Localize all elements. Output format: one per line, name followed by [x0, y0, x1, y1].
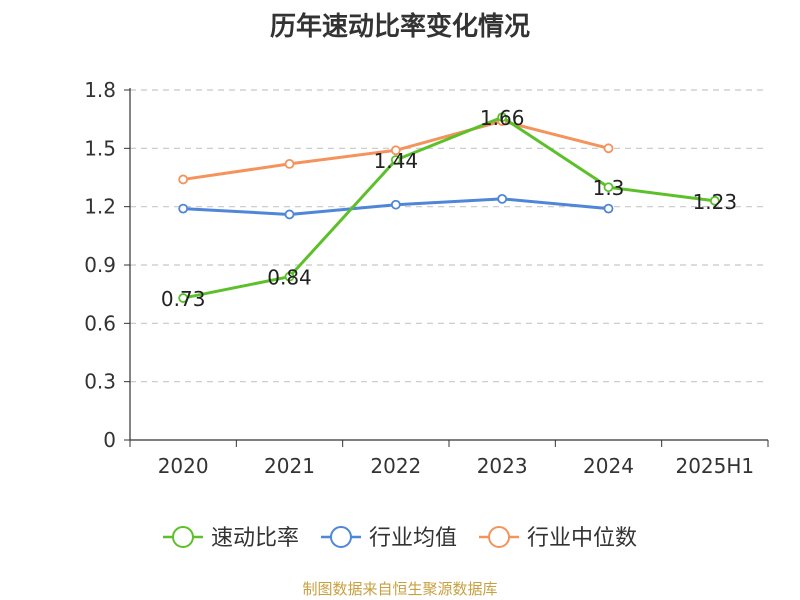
- legend-item[interactable]: 行业均值: [320, 526, 457, 551]
- data-point: [497, 112, 508, 123]
- data-point: [497, 193, 508, 204]
- chart-title: 历年速动比率变化情况: [269, 12, 530, 42]
- data-label: 1.23: [693, 190, 738, 214]
- data-label: 1.44: [374, 149, 419, 173]
- data-point: [284, 209, 295, 220]
- legend-label: 行业中位数: [527, 526, 637, 551]
- legend-marker-icon: [171, 526, 194, 548]
- data-point: [390, 155, 401, 165]
- x-tick-label: 2025H1: [675, 454, 754, 478]
- legend-item[interactable]: 速动比率: [162, 526, 299, 551]
- x-tick-label: 2024: [583, 454, 634, 478]
- data-point: [390, 199, 401, 210]
- x-tick-label: 2020: [158, 454, 209, 478]
- y-tick-label: 1.5: [84, 136, 116, 160]
- data-point: [178, 174, 189, 185]
- legend-label: 速动比率: [211, 526, 299, 551]
- series-line: [182, 115, 716, 300]
- legend-marker-icon: [488, 526, 511, 548]
- legend-marker-icon: [329, 526, 352, 548]
- data-label: 1.3: [593, 176, 625, 200]
- data-label: 1.66: [480, 106, 525, 130]
- x-tick-label: 2021: [264, 454, 315, 478]
- y-tick-label: 0.9: [84, 253, 116, 277]
- data-label: 0.73: [161, 287, 206, 311]
- y-tick-label: 1.2: [84, 195, 116, 219]
- y-tick-label: 0.3: [84, 370, 116, 394]
- data-point: [390, 145, 401, 156]
- legend-item[interactable]: 行业中位数: [479, 526, 637, 551]
- data-point: [709, 195, 720, 206]
- x-tick-label: 2022: [370, 454, 421, 478]
- data-point: [284, 158, 295, 169]
- data-label: 0.84: [267, 266, 312, 290]
- y-tick-label: 0.6: [84, 311, 116, 335]
- data-point: [603, 182, 614, 193]
- y-tick-label: 0: [103, 428, 116, 452]
- legend-label: 行业均值: [369, 526, 457, 551]
- data-point: [603, 203, 614, 214]
- data-point: [178, 203, 189, 214]
- data-source-note: 制图数据来自恒生聚源数据库: [302, 580, 498, 598]
- x-tick-label: 2023: [477, 454, 528, 478]
- data-point: [603, 143, 614, 154]
- data-point: [284, 271, 295, 282]
- data-point: [178, 293, 189, 303]
- y-tick-label: 1.8: [84, 78, 116, 102]
